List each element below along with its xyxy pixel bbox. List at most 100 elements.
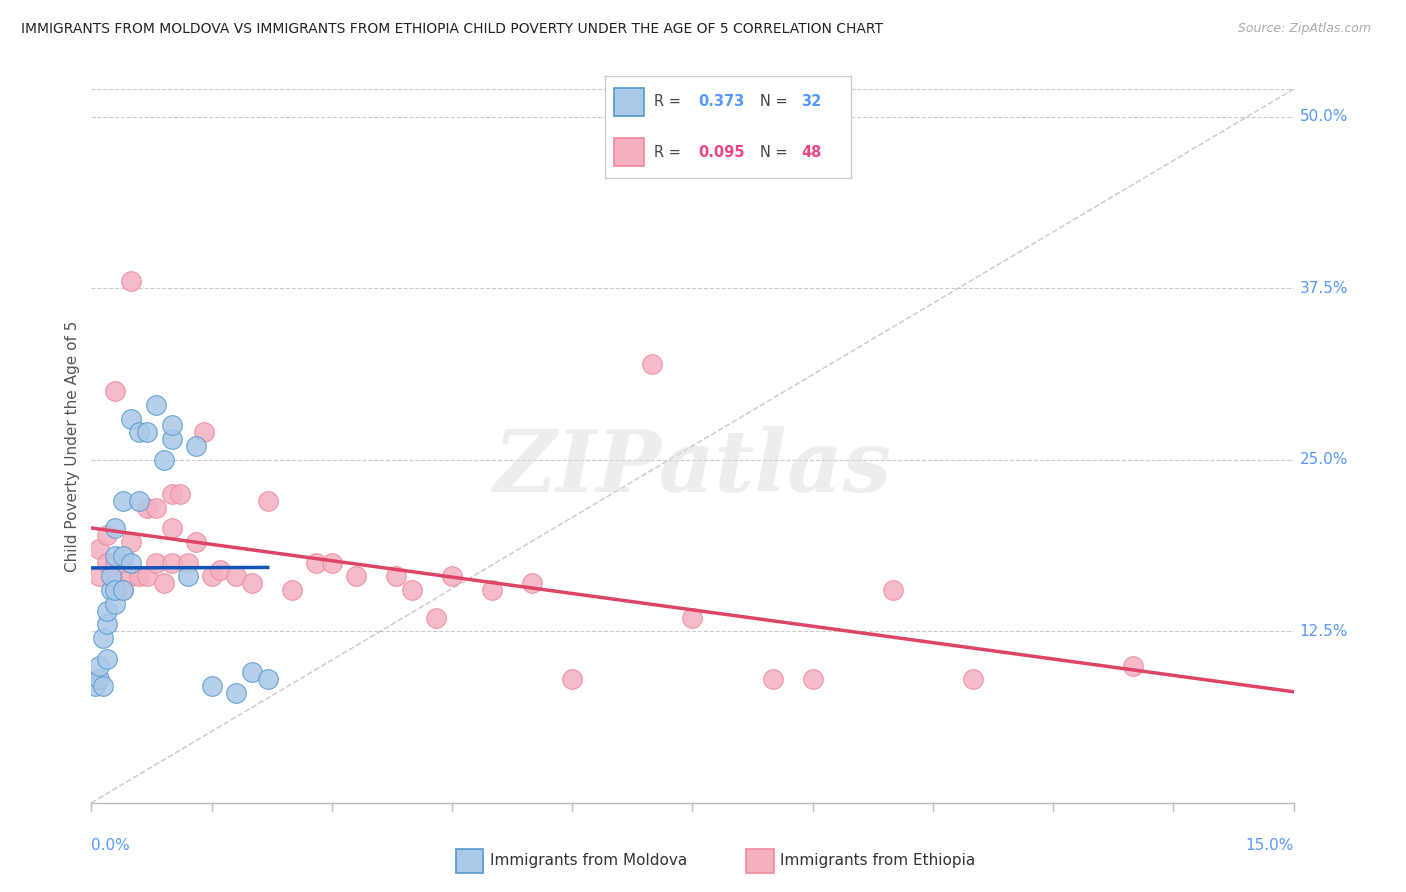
Point	[1122, 658, 1144, 673]
Point	[281, 583, 304, 598]
FancyBboxPatch shape	[747, 848, 775, 873]
Point	[401, 583, 423, 598]
Point	[160, 556, 183, 570]
Text: 50.0%: 50.0%	[1299, 109, 1348, 124]
Point	[152, 452, 174, 467]
Point	[89, 541, 111, 556]
Point	[112, 583, 135, 598]
Point	[112, 556, 135, 570]
Point	[160, 521, 183, 535]
Point	[121, 535, 143, 549]
Point	[160, 487, 183, 501]
Point	[145, 398, 167, 412]
Point	[145, 500, 167, 515]
Point	[240, 576, 263, 591]
Point	[104, 549, 127, 563]
Point	[121, 411, 143, 425]
Point	[112, 583, 135, 598]
Point	[93, 631, 115, 645]
Text: 12.5%: 12.5%	[1299, 624, 1348, 639]
Point	[121, 274, 143, 288]
Point	[104, 576, 127, 591]
Point	[136, 425, 159, 440]
Text: Immigrants from Moldova: Immigrants from Moldova	[489, 854, 686, 868]
Point	[136, 569, 159, 583]
Point	[176, 556, 198, 570]
Y-axis label: Child Poverty Under the Age of 5: Child Poverty Under the Age of 5	[65, 320, 80, 572]
Point	[225, 569, 247, 583]
Point	[208, 562, 231, 576]
Text: IMMIGRANTS FROM MOLDOVA VS IMMIGRANTS FROM ETHIOPIA CHILD POVERTY UNDER THE AGE : IMMIGRANTS FROM MOLDOVA VS IMMIGRANTS FR…	[21, 22, 883, 37]
FancyBboxPatch shape	[456, 848, 484, 873]
Point	[681, 610, 703, 624]
Point	[145, 556, 167, 570]
Point	[160, 418, 183, 433]
Point	[112, 549, 135, 563]
Point	[96, 604, 118, 618]
Text: 48: 48	[801, 145, 821, 160]
Point	[641, 357, 664, 371]
FancyBboxPatch shape	[614, 138, 644, 166]
Text: 25.0%: 25.0%	[1299, 452, 1348, 467]
Point	[184, 439, 207, 453]
Point	[801, 673, 824, 687]
Text: 32: 32	[801, 95, 821, 110]
Point	[169, 487, 191, 501]
Text: N =: N =	[759, 95, 787, 110]
Point	[160, 432, 183, 446]
Point	[305, 556, 328, 570]
Point	[128, 569, 150, 583]
Point	[84, 679, 107, 693]
Point	[104, 556, 127, 570]
Point	[136, 500, 159, 515]
Point	[256, 673, 278, 687]
Point	[96, 617, 118, 632]
Point	[321, 556, 343, 570]
Point	[128, 425, 150, 440]
Point	[522, 576, 544, 591]
Point	[225, 686, 247, 700]
Point	[100, 583, 122, 598]
Point	[201, 679, 224, 693]
Point	[121, 556, 143, 570]
Point	[121, 569, 143, 583]
Text: R =: R =	[654, 95, 681, 110]
Point	[882, 583, 904, 598]
Point	[385, 569, 408, 583]
Point	[104, 597, 127, 611]
Text: N =: N =	[759, 145, 787, 160]
Point	[344, 569, 367, 583]
Point	[184, 535, 207, 549]
Point	[93, 679, 115, 693]
Point	[201, 569, 224, 583]
Text: 0.0%: 0.0%	[91, 838, 131, 854]
Point	[193, 425, 215, 440]
Text: 0.373: 0.373	[699, 95, 744, 110]
Text: 37.5%: 37.5%	[1299, 281, 1348, 295]
Point	[112, 494, 135, 508]
Point	[104, 384, 127, 398]
Point	[481, 583, 503, 598]
Point	[89, 673, 111, 687]
Point	[96, 556, 118, 570]
Point	[89, 658, 111, 673]
Point	[425, 610, 447, 624]
Point	[96, 651, 118, 665]
Point	[176, 569, 198, 583]
Point	[561, 673, 583, 687]
Point	[128, 494, 150, 508]
Text: 0.095: 0.095	[699, 145, 745, 160]
Text: Immigrants from Ethiopia: Immigrants from Ethiopia	[780, 854, 976, 868]
Point	[89, 569, 111, 583]
Text: 15.0%: 15.0%	[1246, 838, 1294, 854]
FancyBboxPatch shape	[614, 88, 644, 116]
Text: R =: R =	[654, 145, 681, 160]
Point	[256, 494, 278, 508]
Point	[240, 665, 263, 680]
Point	[104, 521, 127, 535]
Point	[96, 528, 118, 542]
Text: ZIPatlas: ZIPatlas	[494, 425, 891, 509]
Text: Source: ZipAtlas.com: Source: ZipAtlas.com	[1237, 22, 1371, 36]
Point	[962, 673, 984, 687]
Point	[100, 569, 122, 583]
